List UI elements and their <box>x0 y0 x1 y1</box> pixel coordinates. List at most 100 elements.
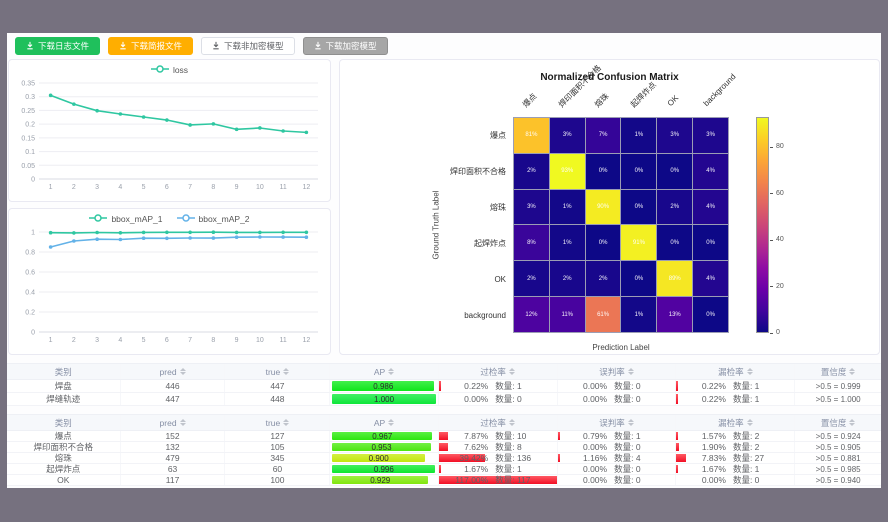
column-header-过检率[interactable]: 过检率 <box>439 415 558 430</box>
cm-cell-value: 3% <box>562 132 572 139</box>
column-header-AP[interactable]: AP <box>330 364 439 379</box>
download-encrypted-model-button[interactable]: 下载加密模型 <box>302 37 388 55</box>
sort-caret-icon[interactable] <box>508 419 515 426</box>
cell-ap: 0.953 <box>330 442 439 452</box>
sort-caret-icon[interactable] <box>283 368 290 375</box>
cm-cell-0-5: 3% <box>693 118 728 153</box>
rate-count: 数量: 136 <box>495 453 532 463</box>
cm-cell-1-0: 2% <box>514 153 549 189</box>
cm-cell-value: 2% <box>670 204 680 211</box>
svg-text:11: 11 <box>279 184 286 191</box>
cell-miss-rate: 0.22% 数量: 1 <box>676 380 796 392</box>
svg-text:5: 5 <box>142 184 146 191</box>
cell-ap: 0.967 <box>330 431 439 441</box>
column-header-误判率[interactable]: 误判率 <box>558 415 677 430</box>
rate-percent: 1.57% <box>701 431 726 441</box>
download-icon <box>314 41 322 52</box>
cell-true: 447 <box>225 380 331 392</box>
chart-legend: loss <box>9 60 330 76</box>
cm-cell-value: 0% <box>706 239 715 246</box>
cell-ap: 1.000 <box>330 393 439 405</box>
rate-count: 数量: 4 <box>614 453 641 463</box>
cm-cell-5-4: 13% <box>657 297 693 332</box>
ap-bar: 0.996 <box>332 465 436 474</box>
rate-percent: 1.67% <box>701 464 726 474</box>
cell-misjudge-rate: 0.00% 数量: 0 <box>558 380 677 392</box>
download-icon <box>119 41 127 52</box>
rate-count: 数量: 1 <box>732 464 760 474</box>
rate-bar <box>438 476 557 484</box>
column-header-置信度[interactable]: 置信度 <box>795 364 881 379</box>
rate-count: 数量: 1 <box>732 381 760 391</box>
rate-count: 数量: 8 <box>495 442 522 452</box>
sort-caret-icon[interactable] <box>179 368 186 375</box>
download-report-button[interactable]: 下载简报文件 <box>108 37 194 55</box>
sort-caret-icon[interactable] <box>179 419 186 426</box>
svg-text:0.4: 0.4 <box>25 290 35 297</box>
column-header-过检率[interactable]: 过检率 <box>439 364 558 379</box>
column-header-true[interactable]: true <box>225 364 331 379</box>
column-header-label: 置信度 <box>820 417 847 428</box>
column-header-置信度[interactable]: 置信度 <box>795 415 881 430</box>
column-header-label: 置信度 <box>820 366 847 377</box>
table-row: OK 117 100 0.929 117.00% 数量: 117 0.00% 数量: 0 0.0… <box>7 475 881 486</box>
column-header-漏检率[interactable]: 漏检率 <box>676 415 796 430</box>
cm-cell-value: 11% <box>561 311 574 318</box>
cm-row-label: 焊印面积不合格 <box>450 166 506 176</box>
sort-caret-icon[interactable] <box>508 368 515 375</box>
legend-item-bbox_mAP_1[interactable]: bbox_mAP_1 <box>89 213 163 225</box>
cm-cell-2-5: 4% <box>693 189 728 225</box>
download-unencrypted-model-button[interactable]: 下载非加密模型 <box>201 37 295 55</box>
cm-col-label: 起焊炸点 <box>628 80 658 110</box>
column-header-pred[interactable]: pred <box>121 415 226 430</box>
sort-caret-icon[interactable] <box>283 419 290 426</box>
sort-caret-icon[interactable] <box>388 368 395 375</box>
cm-cell-value: 2% <box>527 168 536 175</box>
legend-line-icon <box>150 64 169 76</box>
sort-caret-icon[interactable] <box>746 368 753 375</box>
cm-cell-value: 13% <box>668 311 681 318</box>
rate-percent: 0.22% <box>464 381 489 391</box>
sort-caret-icon[interactable] <box>388 419 395 426</box>
rate-bar <box>676 394 679 404</box>
svg-text:3: 3 <box>95 184 99 191</box>
column-header-pred[interactable]: pred <box>121 364 226 379</box>
confusion-matrix-card: Normalized Confusion Matrix 81% 3% 7% 1% 3% 3%… <box>339 59 880 355</box>
top-bar <box>0 0 888 33</box>
column-header-true[interactable]: true <box>225 415 331 430</box>
rate-bar <box>438 454 486 462</box>
cm-row-label: 起焊炸点 <box>474 238 506 248</box>
sort-caret-icon[interactable] <box>627 419 634 426</box>
svg-text:0: 0 <box>31 177 35 184</box>
column-header-误判率[interactable]: 误判率 <box>558 364 677 379</box>
cm-cell-5-5: 0% <box>693 297 728 332</box>
cm-cell-0-4: 3% <box>657 118 693 153</box>
column-header-label: AP <box>373 417 386 428</box>
column-header-label: pred <box>159 417 177 428</box>
cm-cell-4-5: 4% <box>693 261 728 297</box>
sort-caret-icon[interactable] <box>849 368 856 375</box>
column-header-label: 类别 <box>54 417 72 428</box>
download-log-button[interactable]: 下载日志文件 <box>15 37 101 55</box>
cm-cell-value: 12% <box>525 311 538 318</box>
cm-cell-4-4: 89% <box>657 261 693 297</box>
rate-count: 数量: 1 <box>495 464 522 474</box>
cell-confidence: >0.5 = 0.924 <box>815 431 861 441</box>
legend-item-loss[interactable]: loss <box>150 64 188 76</box>
cm-cell-value: 7% <box>598 132 608 139</box>
legend-item-bbox_mAP_2[interactable]: bbox_mAP_2 <box>176 213 250 225</box>
rate-percent: 7.87% <box>464 431 489 441</box>
cm-cell-value: 0% <box>670 168 680 175</box>
sort-caret-icon[interactable] <box>746 419 753 426</box>
column-header-AP[interactable]: AP <box>330 415 439 430</box>
column-header-漏检率[interactable]: 漏检率 <box>676 364 796 379</box>
sort-caret-icon[interactable] <box>849 419 856 426</box>
rate-percent: 1.16% <box>582 453 608 463</box>
rate-percent: 0.00% <box>464 394 489 404</box>
rate-bar <box>438 465 441 473</box>
table-gap <box>7 406 881 414</box>
cell-overdetect-rate: 0.22% 数量: 1 <box>438 380 558 392</box>
cell-misjudge-rate: 0.00% 数量: 0 <box>558 442 677 452</box>
rate-bar <box>438 443 448 451</box>
sort-caret-icon[interactable] <box>627 368 634 375</box>
